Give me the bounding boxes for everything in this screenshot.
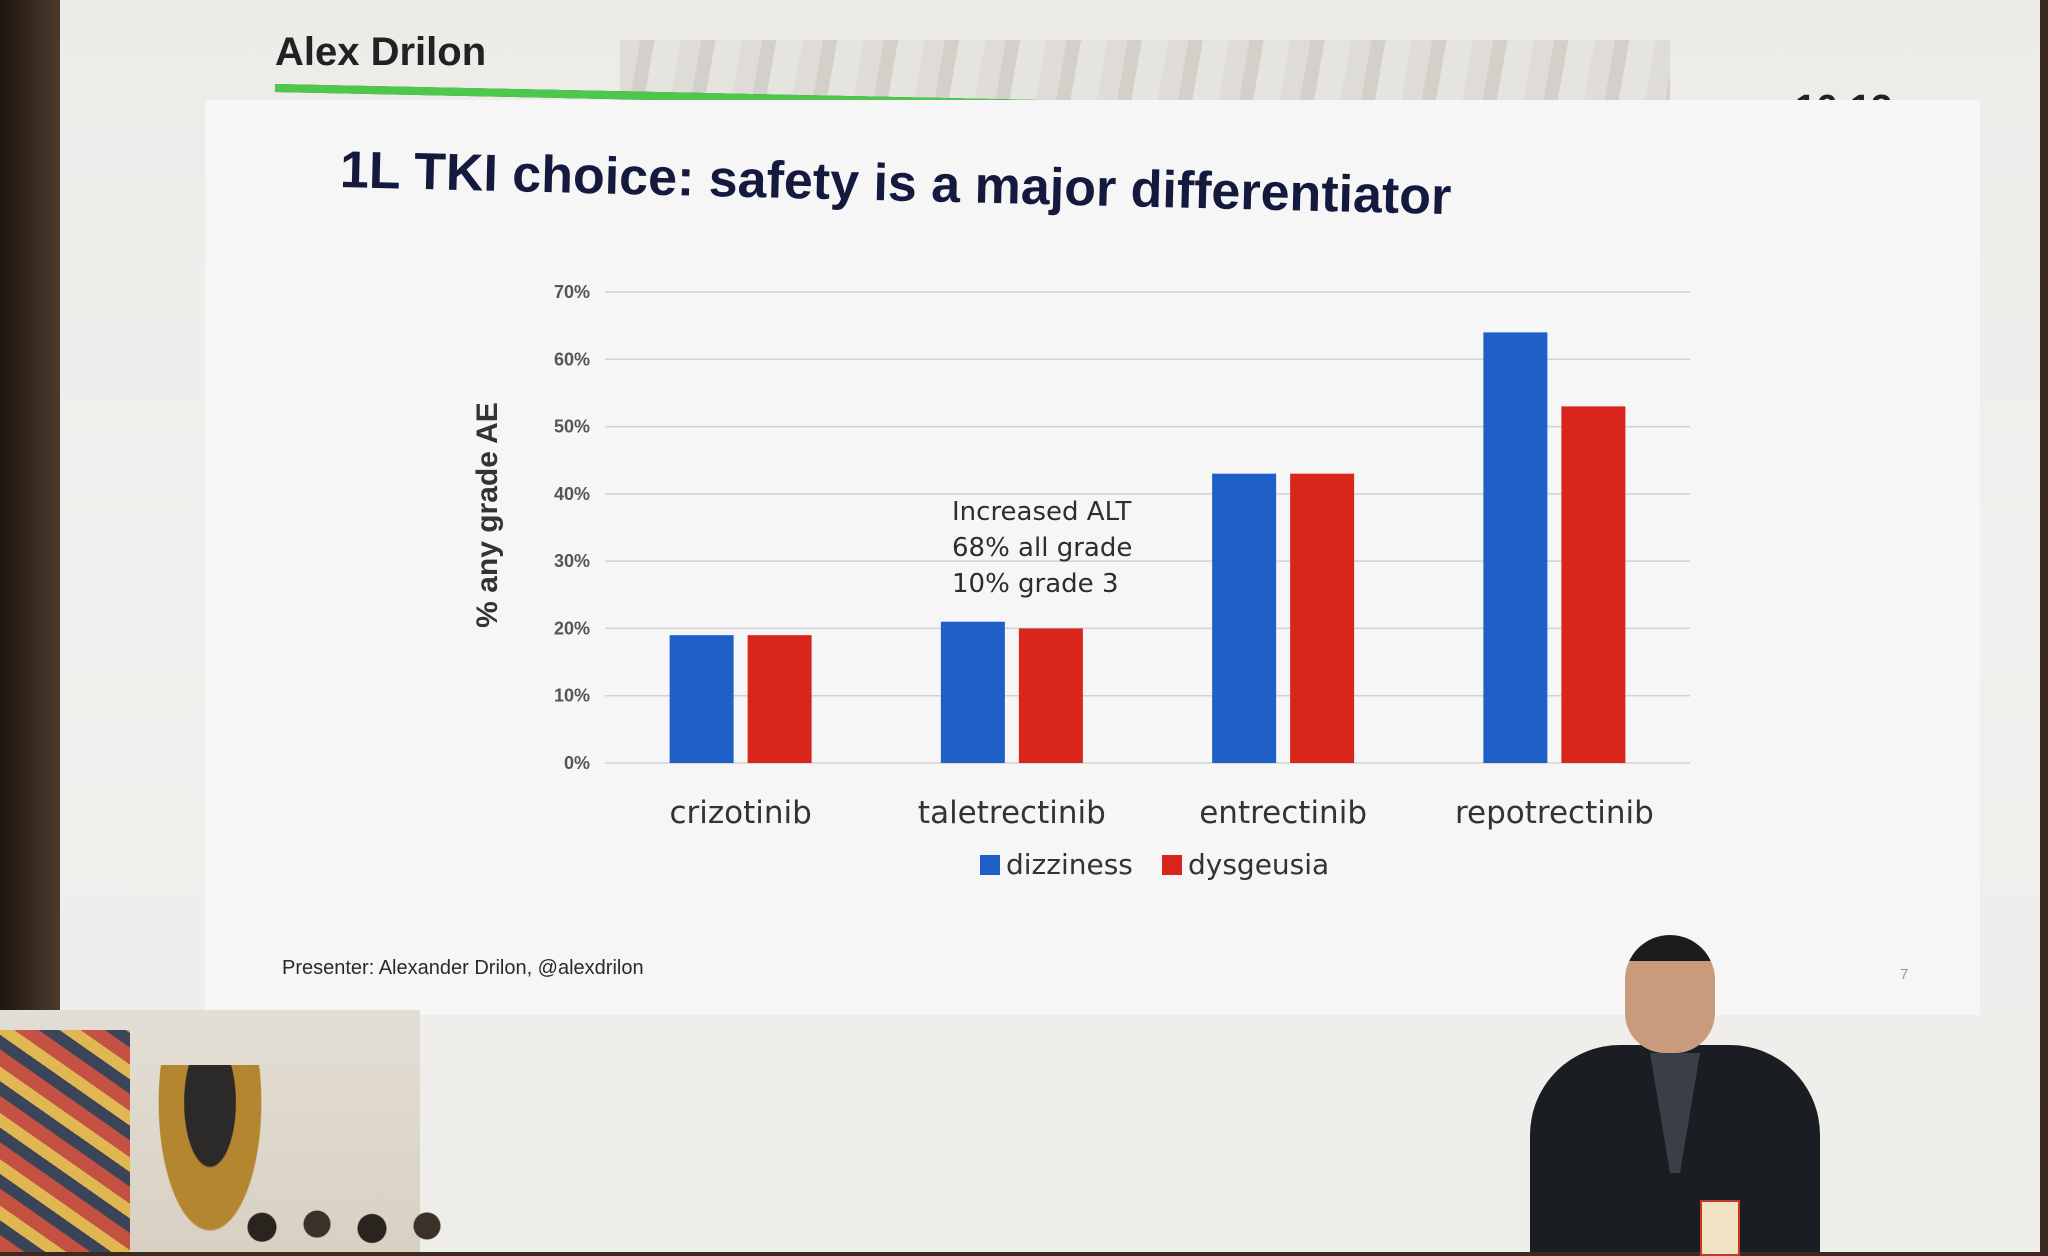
category-label: taletrectinib [918, 795, 1106, 831]
bar-dysgeusia-repotrectinib [1561, 406, 1626, 763]
category-label: entrectinib [1199, 795, 1367, 831]
y-tick-label: 70% [554, 282, 590, 302]
legend-swatch-dysgeusia [1162, 855, 1182, 875]
legend-label-dizziness: dizziness [1006, 848, 1133, 881]
annotation-line-1: Increased ALT [952, 497, 1131, 527]
audience-heads [240, 1190, 460, 1252]
bar-dizziness-repotrectinib [1483, 332, 1548, 763]
speaker-head [1625, 935, 1715, 1053]
y-axis-ticks: 0% 10% 20% 30% 40% 50% 60% 70% [554, 282, 590, 773]
speaker-person [1530, 935, 1820, 1256]
y-axis-label: % any grade AE [471, 402, 504, 628]
chart-bars [669, 332, 1626, 763]
speaker-badge [1700, 1200, 1740, 1256]
legend-label-dysgeusia: dysgeusia [1188, 848, 1329, 881]
annotation-line-3: 10% grade 3 [952, 569, 1119, 599]
y-tick-label: 0% [564, 753, 590, 773]
bar-dysgeusia-taletrectinib [1018, 628, 1083, 763]
y-tick-label: 10% [554, 686, 590, 706]
bar-dizziness-entrectinib [1212, 473, 1277, 763]
bar-dysgeusia-entrectinib [1290, 473, 1355, 763]
decorative-poster [0, 1030, 130, 1252]
y-tick-label: 40% [554, 484, 590, 504]
category-label: repotrectinib [1455, 795, 1654, 831]
presenter-credit: Presenter: Alexander Drilon, @alexdrilon [282, 957, 644, 979]
bar-dizziness-crizotinib [669, 635, 734, 763]
y-tick-label: 30% [554, 551, 590, 571]
y-tick-label: 60% [554, 349, 590, 369]
chart-legend: dizziness dysgeusia [980, 848, 1329, 881]
x-axis-categories: crizotinib taletrectinib entrectinib repotr… [669, 795, 1653, 831]
legend-swatch-dizziness [980, 855, 1000, 875]
category-label: crizotinib [669, 795, 811, 831]
bar-dysgeusia-crizotinib [747, 635, 812, 763]
slide [205, 100, 1980, 1015]
y-tick-label: 20% [554, 618, 590, 638]
bar-dizziness-taletrectinib [940, 621, 1005, 763]
slide-page-number: 7 [1900, 966, 1909, 983]
y-tick-label: 50% [554, 417, 590, 437]
chart-annotation: Increased ALT 68% all grade 10% grade 3 [952, 497, 1132, 599]
annotation-line-2: 68% all grade [952, 533, 1132, 563]
presenter-name: Alex Drilon [275, 30, 487, 74]
